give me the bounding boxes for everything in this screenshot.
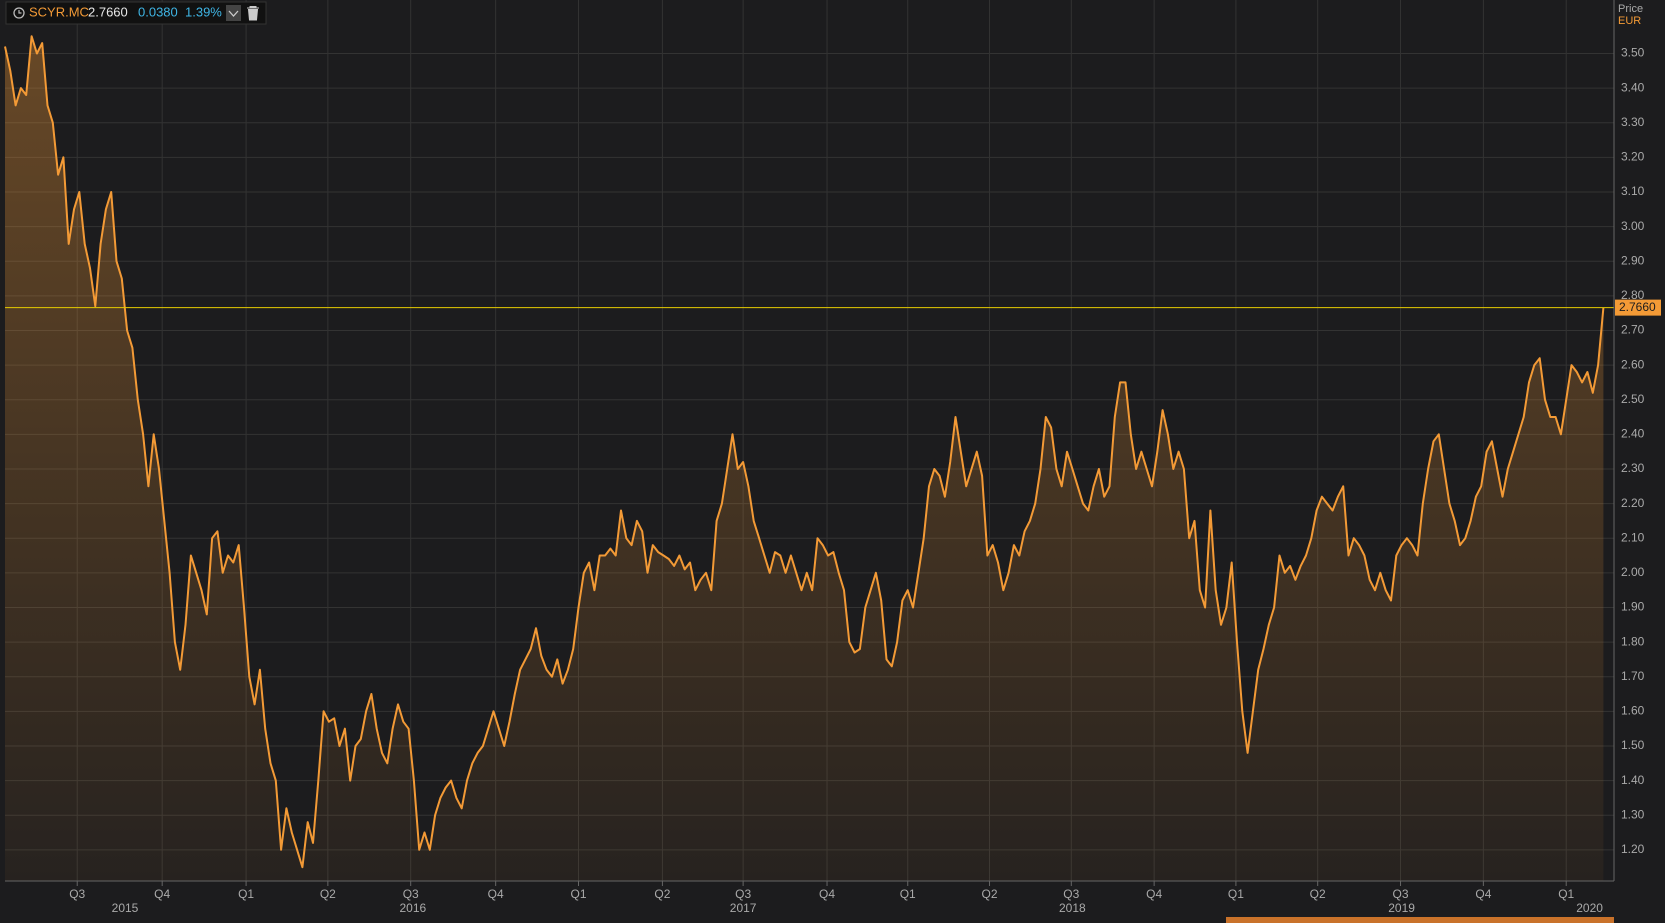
y-tick-label: 2.60 — [1621, 357, 1645, 371]
x-tick-label: Q4 — [1146, 887, 1162, 901]
x-tick-label: Q3 — [1063, 887, 1079, 901]
price-change-pct: 1.39% — [185, 4, 222, 19]
x-tick-label: Q3 — [735, 887, 751, 901]
y-tick-label: 2.70 — [1621, 323, 1645, 337]
x-tick-label: Q1 — [238, 887, 254, 901]
dropdown-arrow — [228, 10, 239, 17]
y-tick-label: 1.80 — [1621, 634, 1645, 648]
delete-button[interactable] — [247, 6, 259, 21]
x-tick-label: Q2 — [320, 887, 336, 901]
x-year-label: 2015 — [112, 901, 139, 915]
y-tick-label: 2.00 — [1621, 565, 1645, 579]
y-tick-label: 1.90 — [1621, 600, 1645, 614]
y-tick-label: 3.20 — [1621, 150, 1645, 164]
y-tick-label: 2.20 — [1621, 496, 1645, 510]
last-price-tag — [1615, 299, 1661, 316]
last-price: 2.7660 — [88, 4, 128, 19]
y-tick-label: 1.50 — [1621, 738, 1645, 752]
clock-hands — [18, 10, 22, 14]
y-tick-label: 2.50 — [1621, 392, 1645, 406]
x-tick-label: Q3 — [69, 887, 85, 901]
x-tick-label: Q1 — [1558, 887, 1574, 901]
area — [5, 36, 1604, 881]
x-tick-label: Q4 — [154, 887, 170, 901]
y-tick-label: 3.10 — [1621, 184, 1645, 198]
x-year-label: 2020 — [1576, 901, 1603, 915]
x-tick-label: Q1 — [1228, 887, 1244, 901]
x-year-label: 2019 — [1388, 901, 1415, 915]
price-line — [4, 35, 1605, 869]
plot — [4, 35, 1614, 881]
price-change: 0.0380 — [138, 4, 178, 19]
y-tick-label: 3.00 — [1621, 219, 1645, 233]
axes: 1.20 1.30 1.40 1.50 1.60 1.70 1.80 1.90 2.00 2.10… — [69, 46, 1661, 915]
x-tick-label: Q2 — [654, 887, 670, 901]
x-tick-label: Q2 — [1310, 887, 1326, 901]
y-tick-label: 2.30 — [1621, 461, 1645, 475]
clock-icon — [13, 7, 25, 19]
y-axis-title: Price — [1618, 3, 1643, 15]
y-tick-label: 2.40 — [1621, 427, 1645, 441]
header-box — [5, 1, 267, 25]
y-tick-label: 3.40 — [1621, 80, 1645, 94]
y-tick-label: 2.90 — [1621, 253, 1645, 267]
x-tick-label: Q3 — [403, 887, 419, 901]
last-price-tag-label: 2.7660 — [1619, 300, 1656, 314]
y-tick-label: 3.50 — [1621, 46, 1645, 60]
ticker[interactable]: SCYR.MC — [29, 4, 89, 19]
x-year-label: 2016 — [399, 901, 426, 915]
x-year-label: 2017 — [730, 901, 757, 915]
x-tick-label: Q3 — [1393, 887, 1409, 901]
x-year-label: 2018 — [1059, 901, 1086, 915]
y-tick-label: 1.30 — [1621, 807, 1645, 821]
x-tick-label: Q4 — [488, 887, 504, 901]
y-tick-label: 1.60 — [1621, 704, 1645, 718]
y-axis-unit: EUR — [1618, 15, 1641, 27]
x-tick-label: Q4 — [1475, 887, 1491, 901]
y-tick-label: 1.40 — [1621, 773, 1645, 787]
y-tick-label: 2.80 — [1621, 288, 1645, 302]
x-tick-label: Q1 — [570, 887, 586, 901]
dropdown-button[interactable] — [226, 5, 241, 21]
x-tick-label: Q2 — [982, 887, 998, 901]
y-tick-label: 3.30 — [1621, 115, 1645, 129]
y-tick-label: 1.70 — [1621, 669, 1645, 683]
scroll-bar[interactable] — [1226, 917, 1614, 923]
y-tick-label: 1.20 — [1621, 842, 1645, 856]
y-tick-label: 2.10 — [1621, 530, 1645, 544]
x-tick-label: Q1 — [900, 887, 916, 901]
x-tick-label: Q4 — [819, 887, 835, 901]
